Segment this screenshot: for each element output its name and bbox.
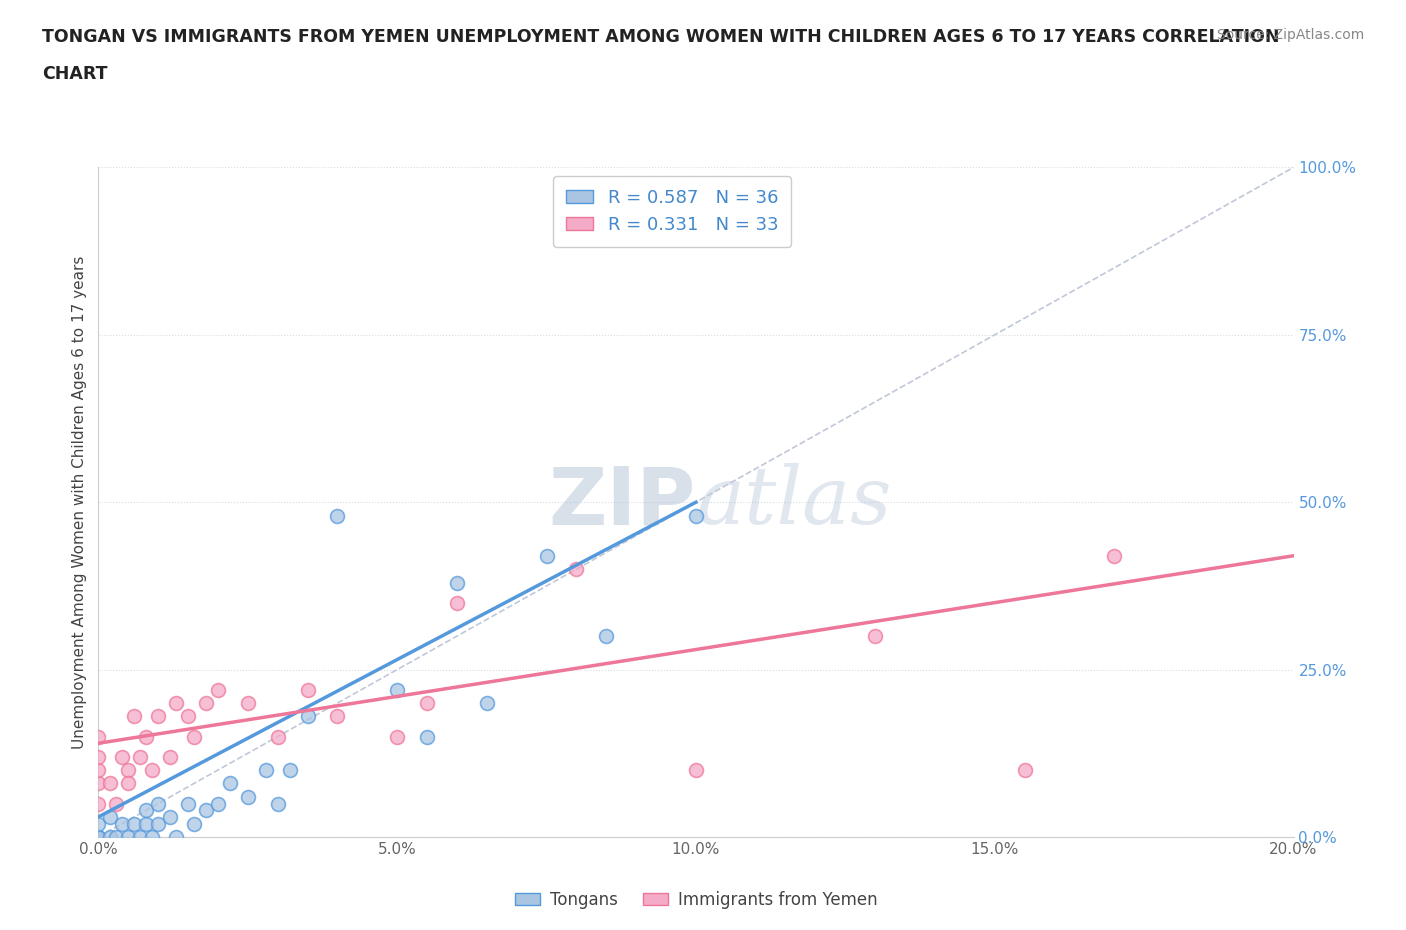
Point (183, 817, 205, 831)
Text: Source: ZipAtlas.com: Source: ZipAtlas.com (1216, 28, 1364, 42)
Point (98, 830, 122, 844)
Point (98, 776, 122, 790)
Point (87, 776, 110, 790)
Point (446, 595, 468, 610)
Text: TONGAN VS IMMIGRANTS FROM YEMEN UNEMPLOYMENT AMONG WOMEN WITH CHILDREN AGES 6 TO: TONGAN VS IMMIGRANTS FROM YEMEN UNEMPLOY… (42, 28, 1279, 46)
Point (87, 830, 110, 844)
Point (475, 696, 498, 711)
Point (159, 809, 181, 824)
Point (148, 709, 170, 724)
Point (177, 709, 200, 724)
Point (194, 803, 218, 817)
Point (87, 817, 110, 831)
Point (87, 830, 110, 844)
Point (385, 683, 409, 698)
Point (87, 763, 110, 777)
Legend: Tongans, Immigrants from Yemen: Tongans, Immigrants from Yemen (508, 884, 884, 916)
Point (326, 709, 349, 724)
Point (595, 629, 617, 644)
Point (111, 817, 134, 831)
Point (177, 796, 200, 811)
Point (267, 796, 290, 811)
Point (297, 683, 319, 698)
Point (87, 796, 110, 811)
Point (124, 709, 146, 724)
Point (236, 790, 259, 804)
Point (207, 796, 229, 811)
Point (135, 729, 157, 744)
Point (105, 796, 128, 811)
Point (87, 830, 110, 844)
Text: CHART: CHART (42, 65, 108, 83)
Point (267, 729, 290, 744)
Point (236, 696, 259, 711)
Point (129, 830, 152, 844)
Point (135, 817, 157, 831)
Point (416, 696, 439, 711)
Point (135, 803, 157, 817)
Point (183, 729, 205, 744)
Point (117, 830, 139, 844)
Point (1104, 549, 1126, 564)
Point (111, 750, 134, 764)
Point (194, 696, 218, 711)
Point (1014, 763, 1036, 777)
Text: atlas: atlas (696, 463, 891, 541)
Point (105, 830, 128, 844)
Point (148, 817, 170, 831)
Point (219, 776, 242, 790)
Point (159, 750, 181, 764)
Y-axis label: Unemployment Among Women with Children Ages 6 to 17 years: Unemployment Among Women with Children A… (72, 256, 87, 749)
Point (129, 750, 152, 764)
Point (685, 763, 707, 777)
Point (165, 696, 187, 711)
Point (141, 830, 163, 844)
Point (254, 763, 277, 777)
Point (124, 817, 146, 831)
Point (416, 729, 439, 744)
Point (141, 763, 163, 777)
Point (385, 729, 409, 744)
Point (165, 830, 187, 844)
Point (278, 763, 301, 777)
Point (446, 575, 468, 590)
Point (148, 796, 170, 811)
Point (326, 508, 349, 523)
Point (98, 809, 122, 824)
Point (207, 683, 229, 698)
Point (117, 776, 139, 790)
Point (87, 750, 110, 764)
Point (297, 709, 319, 724)
Point (87, 729, 110, 744)
Text: ZIP: ZIP (548, 463, 696, 541)
Point (865, 629, 887, 644)
Point (685, 508, 707, 523)
Point (536, 549, 558, 564)
Point (565, 562, 588, 577)
Point (117, 763, 139, 777)
